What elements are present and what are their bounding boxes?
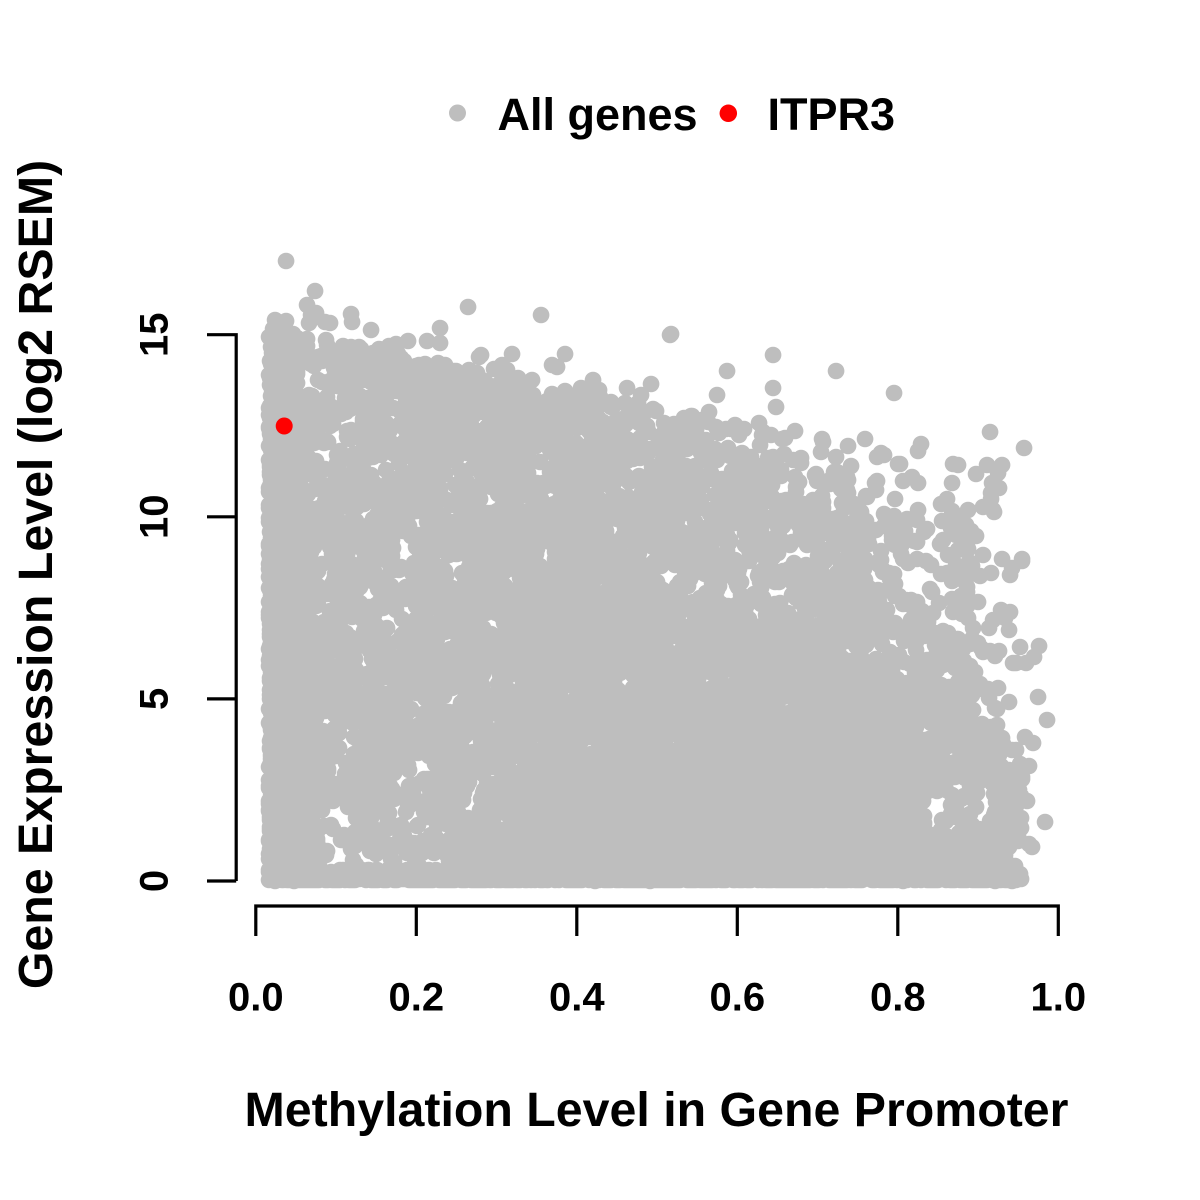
svg-text:1.0: 1.0 <box>1030 976 1086 1020</box>
svg-text:15: 15 <box>133 312 177 357</box>
svg-text:5: 5 <box>133 688 177 710</box>
svg-text:Gene Expression Level (log2 RS: Gene Expression Level (log2 RSEM) <box>9 160 63 989</box>
svg-text:Methylation Level in Gene Prom: Methylation Level in Gene Promoter <box>245 1083 1069 1137</box>
svg-text:All genes: All genes <box>498 89 698 140</box>
svg-text:10: 10 <box>133 495 177 540</box>
svg-text:0.4: 0.4 <box>549 976 605 1020</box>
svg-text:0.6: 0.6 <box>709 976 765 1020</box>
svg-text:ITPR3: ITPR3 <box>768 89 896 140</box>
svg-text:0.8: 0.8 <box>870 976 926 1020</box>
svg-text:0.2: 0.2 <box>388 976 444 1020</box>
svg-text:0.0: 0.0 <box>228 976 284 1020</box>
svg-text:0: 0 <box>133 870 177 892</box>
